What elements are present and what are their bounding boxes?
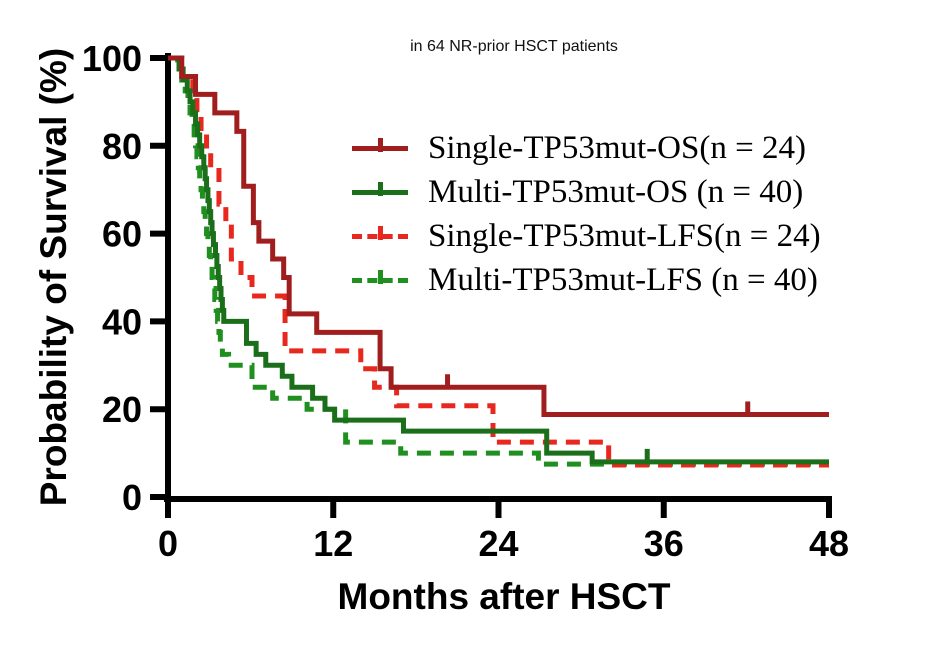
legend-label: Multi-TP53mut-LFS (n = 40) <box>428 261 818 298</box>
legend-swatch-single-os <box>352 138 408 158</box>
legend-label: Single-TP53mut-LFS(n = 24) <box>428 217 821 254</box>
legend: Single-TP53mut-OS(n = 24) Multi-TP53mut-… <box>352 126 821 302</box>
x-tick-label: 36 <box>644 523 684 564</box>
y-tick-label: 20 <box>102 389 142 430</box>
censor-tick-icon <box>377 138 383 152</box>
chart-title: in 64 NR-prior HSCT patients <box>410 38 618 55</box>
y-tick-label: 40 <box>102 301 142 342</box>
y-tick-label: 60 <box>102 214 142 255</box>
legend-label: Multi-TP53mut-OS (n = 40) <box>428 173 804 210</box>
legend-item-multi-os: Multi-TP53mut-OS (n = 40) <box>352 170 821 214</box>
y-axis-label: Probability of Survival (%) <box>33 47 74 507</box>
censor-tick-icon <box>377 270 383 284</box>
y-tick-label: 0 <box>122 477 142 518</box>
legend-swatch-multi-lfs <box>352 270 408 290</box>
censor-tick-icon <box>377 226 383 240</box>
y-tick-label: 80 <box>102 126 142 167</box>
survival-curve-Single-TP53mut-OS(n = 24) <box>168 55 829 417</box>
x-tick-label: 0 <box>158 523 178 564</box>
survival-curve-Multi-TP53mut-LFS (n = 40) <box>168 55 829 467</box>
survival-curve-Single-TP53mut-LFS(n = 24) <box>168 55 829 468</box>
x-tick-label: 24 <box>478 523 518 564</box>
legend-swatch-single-lfs <box>352 226 408 246</box>
x-axis-label: Months after HSCT <box>337 576 671 617</box>
legend-swatch-multi-os <box>352 182 408 202</box>
x-tick-label: 48 <box>809 523 849 564</box>
y-tick-label: 100 <box>82 38 142 79</box>
x-tick-label: 12 <box>313 523 353 564</box>
censor-tick-icon <box>377 182 383 196</box>
legend-item-single-os: Single-TP53mut-OS(n = 24) <box>352 126 821 170</box>
legend-label: Single-TP53mut-OS(n = 24) <box>428 129 806 166</box>
survival-curve-Multi-TP53mut-OS (n = 40) <box>168 55 829 465</box>
legend-item-multi-lfs: Multi-TP53mut-LFS (n = 40) <box>352 258 821 302</box>
legend-item-single-lfs: Single-TP53mut-LFS(n = 24) <box>352 214 821 258</box>
